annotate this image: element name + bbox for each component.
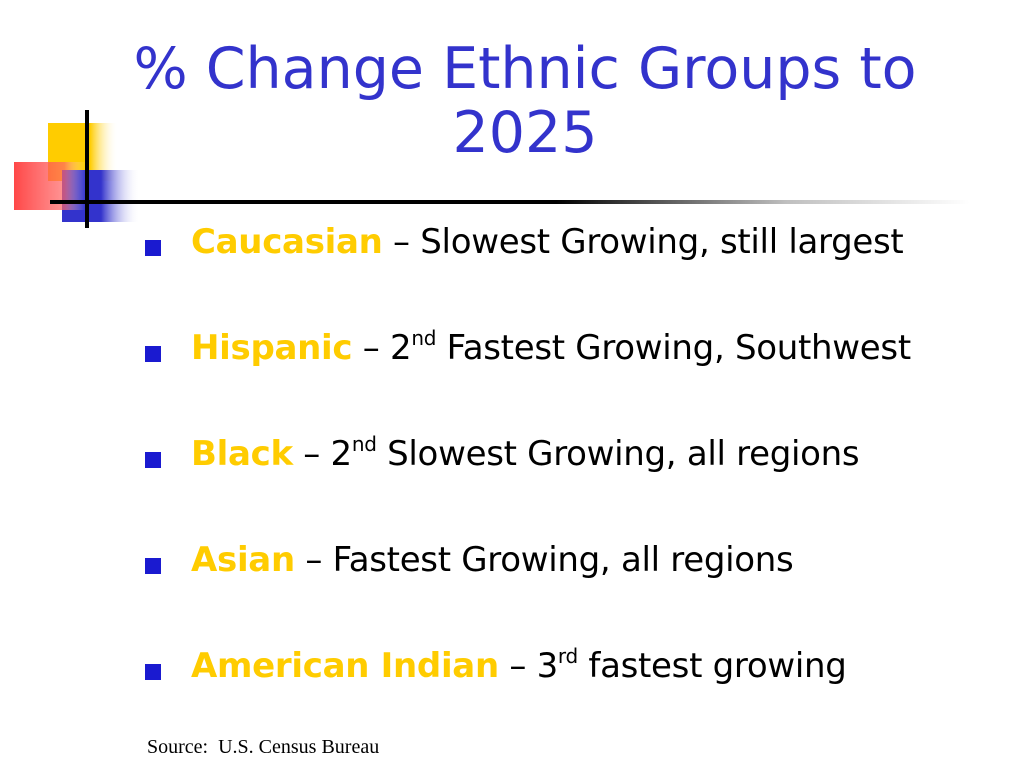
ordinal-number: 2 bbox=[389, 328, 412, 368]
ordinal-suffix: rd bbox=[557, 644, 578, 668]
square-bullet-icon bbox=[145, 240, 161, 256]
title-line-2: 2025 bbox=[452, 99, 598, 166]
bullet-text: Black – 2nd Slowest Growing, all regions bbox=[191, 432, 860, 474]
corner-decoration-graphic bbox=[14, 110, 140, 228]
group-name: Hispanic bbox=[191, 328, 353, 368]
dash: – bbox=[382, 222, 421, 262]
square-bullet-icon bbox=[145, 346, 161, 362]
ordinal-number: 3 bbox=[536, 646, 559, 686]
ordinal-suffix: nd bbox=[351, 432, 377, 456]
ordinal-number: 2 bbox=[330, 434, 353, 474]
square-bullet-icon bbox=[145, 664, 161, 680]
group-name: Caucasian bbox=[191, 222, 383, 262]
dash: – bbox=[292, 434, 331, 474]
source-citation: Source: U.S. Census Bureau bbox=[147, 736, 380, 758]
title-line-1: % Change Ethnic Groups to bbox=[133, 36, 917, 102]
group-name: American Indian bbox=[191, 646, 499, 686]
bullet-item-hispanic: Hispanic – 2nd Fastest Growing, Southwes… bbox=[145, 328, 1005, 434]
page-title: % Change Ethnic Groups to 2025 bbox=[100, 36, 950, 166]
bullet-list: Caucasian – Slowest Growing, still large… bbox=[145, 222, 1005, 752]
bullet-item-black: Black – 2nd Slowest Growing, all regions bbox=[145, 434, 1005, 540]
bullet-text: American Indian – 3rd fastest growing bbox=[191, 646, 847, 686]
dash: – bbox=[294, 540, 333, 580]
bullet-text: Caucasian – Slowest Growing, still large… bbox=[191, 222, 904, 262]
description: fastest growing bbox=[577, 646, 847, 686]
description: Slowest Growing, all regions bbox=[376, 434, 860, 474]
bullet-item-asian: Asian – Fastest Growing, all regions bbox=[145, 540, 1005, 646]
description: Slowest Growing, still largest bbox=[420, 222, 904, 262]
title-divider bbox=[50, 200, 970, 204]
dash: – bbox=[352, 328, 390, 368]
dash: – bbox=[498, 646, 537, 686]
group-name: Asian bbox=[191, 540, 295, 580]
description: Fastest Growing, Southwest bbox=[436, 328, 912, 368]
bullet-item-caucasian: Caucasian – Slowest Growing, still large… bbox=[145, 222, 1005, 328]
bullet-item-american-indian: American Indian – 3rd fastest growing bbox=[145, 646, 1005, 752]
ordinal-suffix: nd bbox=[411, 326, 437, 350]
bullet-text: Hispanic – 2nd Fastest Growing, Southwes… bbox=[191, 328, 911, 368]
square-bullet-icon bbox=[145, 452, 161, 468]
description: Fastest Growing, all regions bbox=[332, 540, 794, 580]
bullet-text: Asian – Fastest Growing, all regions bbox=[191, 540, 794, 580]
square-bullet-icon bbox=[145, 558, 161, 574]
group-name: Black bbox=[191, 434, 293, 474]
